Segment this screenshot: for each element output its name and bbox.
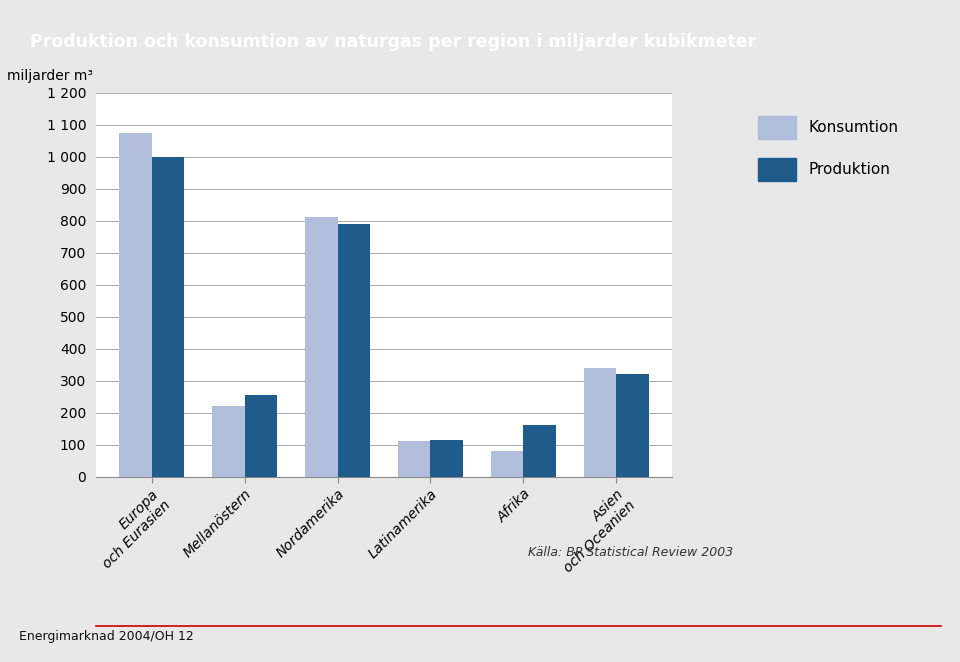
Bar [245,395,277,477]
Bar [491,451,523,477]
Text: Energimarknad 2004/OH 12: Energimarknad 2004/OH 12 [19,630,194,643]
Bar [616,374,649,477]
Bar [523,426,556,477]
Bar [212,406,245,477]
Bar [430,440,463,477]
Bar [398,442,430,477]
Bar [584,368,616,477]
Legend: Konsumtion, Produktion: Konsumtion, Produktion [751,108,906,189]
Bar [119,132,152,477]
Text: Källa: BP Statistical Review 2003: Källa: BP Statistical Review 2003 [528,546,733,559]
Text: Produktion och konsumtion av naturgas per region i miljarder kubikmeter: Produktion och konsumtion av naturgas pe… [31,33,756,52]
Bar [152,157,184,477]
Bar [338,224,370,477]
Text: miljarder m³: miljarder m³ [7,69,93,83]
Bar [305,217,338,477]
